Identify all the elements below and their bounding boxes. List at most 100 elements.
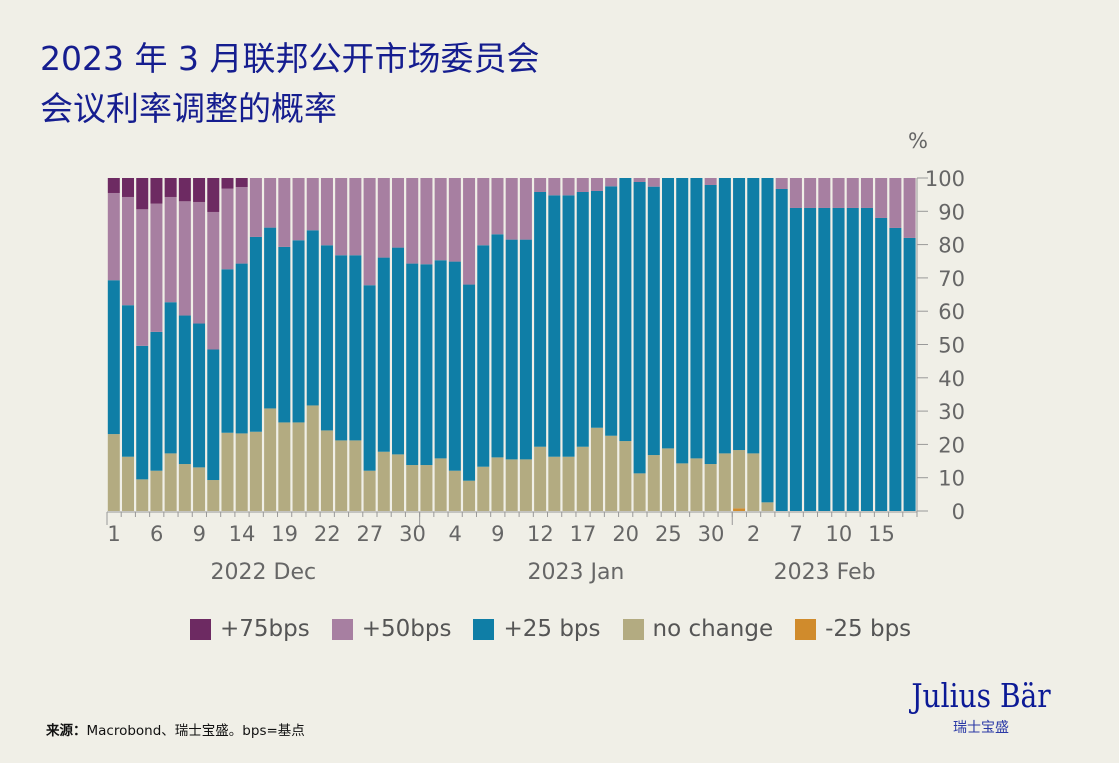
bar-segment-50bps xyxy=(633,178,646,182)
bar-segment-25-bps xyxy=(775,188,788,511)
bar-segment-75bps xyxy=(235,178,248,187)
bar-segment-no-change xyxy=(207,480,220,511)
bar-segment-no-change xyxy=(363,470,376,511)
bar-segment-25-bps xyxy=(662,178,675,449)
legend-item: no change xyxy=(622,616,773,642)
bar-segment-no-change xyxy=(107,434,120,511)
bar-segment-25-bps xyxy=(235,263,248,434)
bar-segment-50bps xyxy=(420,178,433,265)
bar-segment-50bps xyxy=(377,178,390,258)
bar-segment-50bps xyxy=(548,178,561,196)
bar-segment-50bps xyxy=(164,196,177,303)
logo-subtitle: 瑞士宝盛 xyxy=(953,720,1009,736)
bar-segment-25-bps xyxy=(221,269,234,433)
bar-segment-no-change xyxy=(662,448,675,511)
bar-segment-no-change xyxy=(761,502,774,511)
bar-segment-no-change xyxy=(477,466,490,511)
bar-segment-50bps xyxy=(235,186,248,264)
bar-segment-50bps xyxy=(576,178,589,192)
bar-segment-no-change xyxy=(150,470,163,511)
bar-segment-50bps xyxy=(320,178,333,246)
bar-segment-50bps xyxy=(804,178,817,208)
bar-segment-25-bps xyxy=(107,280,120,435)
bar-segment-50bps xyxy=(306,178,319,231)
bar-segment-25-bps xyxy=(406,263,419,466)
bar-segment-50bps xyxy=(534,178,547,192)
bar-segment-no-change xyxy=(676,463,689,511)
bar-segment-25-bps xyxy=(733,508,746,511)
bar-segment-50bps xyxy=(193,201,206,324)
y-tick-label: 70 xyxy=(938,267,965,291)
bar-segment-no-change xyxy=(420,465,433,511)
y-tick-label: 0 xyxy=(952,500,965,524)
legend-swatch xyxy=(331,618,353,640)
bar-segment-25-bps xyxy=(292,240,305,423)
legend-item: +50bps xyxy=(331,616,452,642)
bar-segment-50bps xyxy=(562,178,575,196)
bar-segment-50bps xyxy=(221,188,234,270)
bar-segment-50bps xyxy=(789,178,802,208)
y-tick-label: 50 xyxy=(938,334,965,358)
bar-segment-25-bps xyxy=(619,178,632,442)
x-tick-label: 15 xyxy=(868,522,895,546)
y-tick-label: 60 xyxy=(938,300,965,324)
bar-segment-75bps xyxy=(136,178,149,210)
bar-segment-25-bps xyxy=(576,191,589,447)
bar-segment-25-bps xyxy=(832,207,845,511)
julius-baer-logo: Julius Bär 瑞士宝盛 xyxy=(895,676,1067,737)
bar-segment-25-bps xyxy=(676,178,689,464)
bar-segment-50bps xyxy=(249,178,262,237)
bar-segment-no-change xyxy=(235,433,248,511)
bar-segment-no-change xyxy=(562,456,575,511)
y-tick-label: 40 xyxy=(938,367,965,391)
bar-segment-no-change xyxy=(320,430,333,511)
bar-segment-25-bps xyxy=(733,178,746,451)
bar-segment-25-bps xyxy=(136,345,149,480)
bar-segment-no-change xyxy=(505,459,518,511)
chart-title: 2023 年 3 月联邦公开市场委员会 会议利率调整的概率 xyxy=(40,34,539,134)
bar-segment-75bps xyxy=(107,178,120,193)
bar-segment-50bps xyxy=(178,201,191,316)
bar-segment-25-bps xyxy=(477,245,490,467)
y-tick-label: 30 xyxy=(938,400,965,424)
bar-segment-50bps xyxy=(150,203,163,332)
y-tick-label: 80 xyxy=(938,234,965,258)
bar-segment-25-bps xyxy=(420,264,433,466)
bar-segment-no-change xyxy=(534,446,547,511)
bar-segment-50bps xyxy=(392,178,405,248)
bar-segment-25-bps xyxy=(392,247,405,455)
bar-segment-50bps xyxy=(335,178,348,256)
x-tick-label: 30 xyxy=(698,522,725,546)
y-tick-label: 100 xyxy=(925,167,965,191)
bar-segment-50bps xyxy=(590,178,603,191)
bar-segment-50bps xyxy=(278,178,291,247)
bar-segment-50bps xyxy=(136,209,149,346)
bar-segment-no-change xyxy=(392,454,405,511)
bar-segment-75bps xyxy=(164,178,177,197)
x-tick-label: 6 xyxy=(150,522,163,546)
bar-segment-25-bps xyxy=(747,178,760,454)
x-tick-label: 10 xyxy=(825,522,852,546)
bar-segment-25-bps xyxy=(647,186,660,456)
source-label: 来源： xyxy=(46,723,87,739)
bar-segment-75bps xyxy=(122,178,135,197)
bar-segment-50bps xyxy=(860,178,873,208)
bar-segment-75bps xyxy=(150,178,163,204)
x-month-label: 2023 Feb xyxy=(774,560,876,585)
bar-segment-25-bps xyxy=(448,261,461,471)
bar-segment-75bps xyxy=(221,178,234,189)
bar-segment-25-bps xyxy=(818,207,831,511)
legend-label: +50bps xyxy=(361,616,452,642)
bar-segment-no-change xyxy=(178,464,191,511)
bar-segment-50bps xyxy=(477,178,490,246)
bar-segment-50bps xyxy=(519,178,532,240)
source-text: Macrobond、瑞士宝盛。bps=基点 xyxy=(86,723,305,739)
x-tick-label: 14 xyxy=(229,522,256,546)
logo-name: Julius Bär xyxy=(911,676,1051,715)
x-tick-label: 1 xyxy=(107,522,120,546)
bar-segment-25-bps xyxy=(434,260,447,459)
bar-segment-25-bps xyxy=(804,207,817,511)
bar-segment-25-bps xyxy=(903,237,916,511)
bar-segment-25-bps xyxy=(846,207,859,511)
